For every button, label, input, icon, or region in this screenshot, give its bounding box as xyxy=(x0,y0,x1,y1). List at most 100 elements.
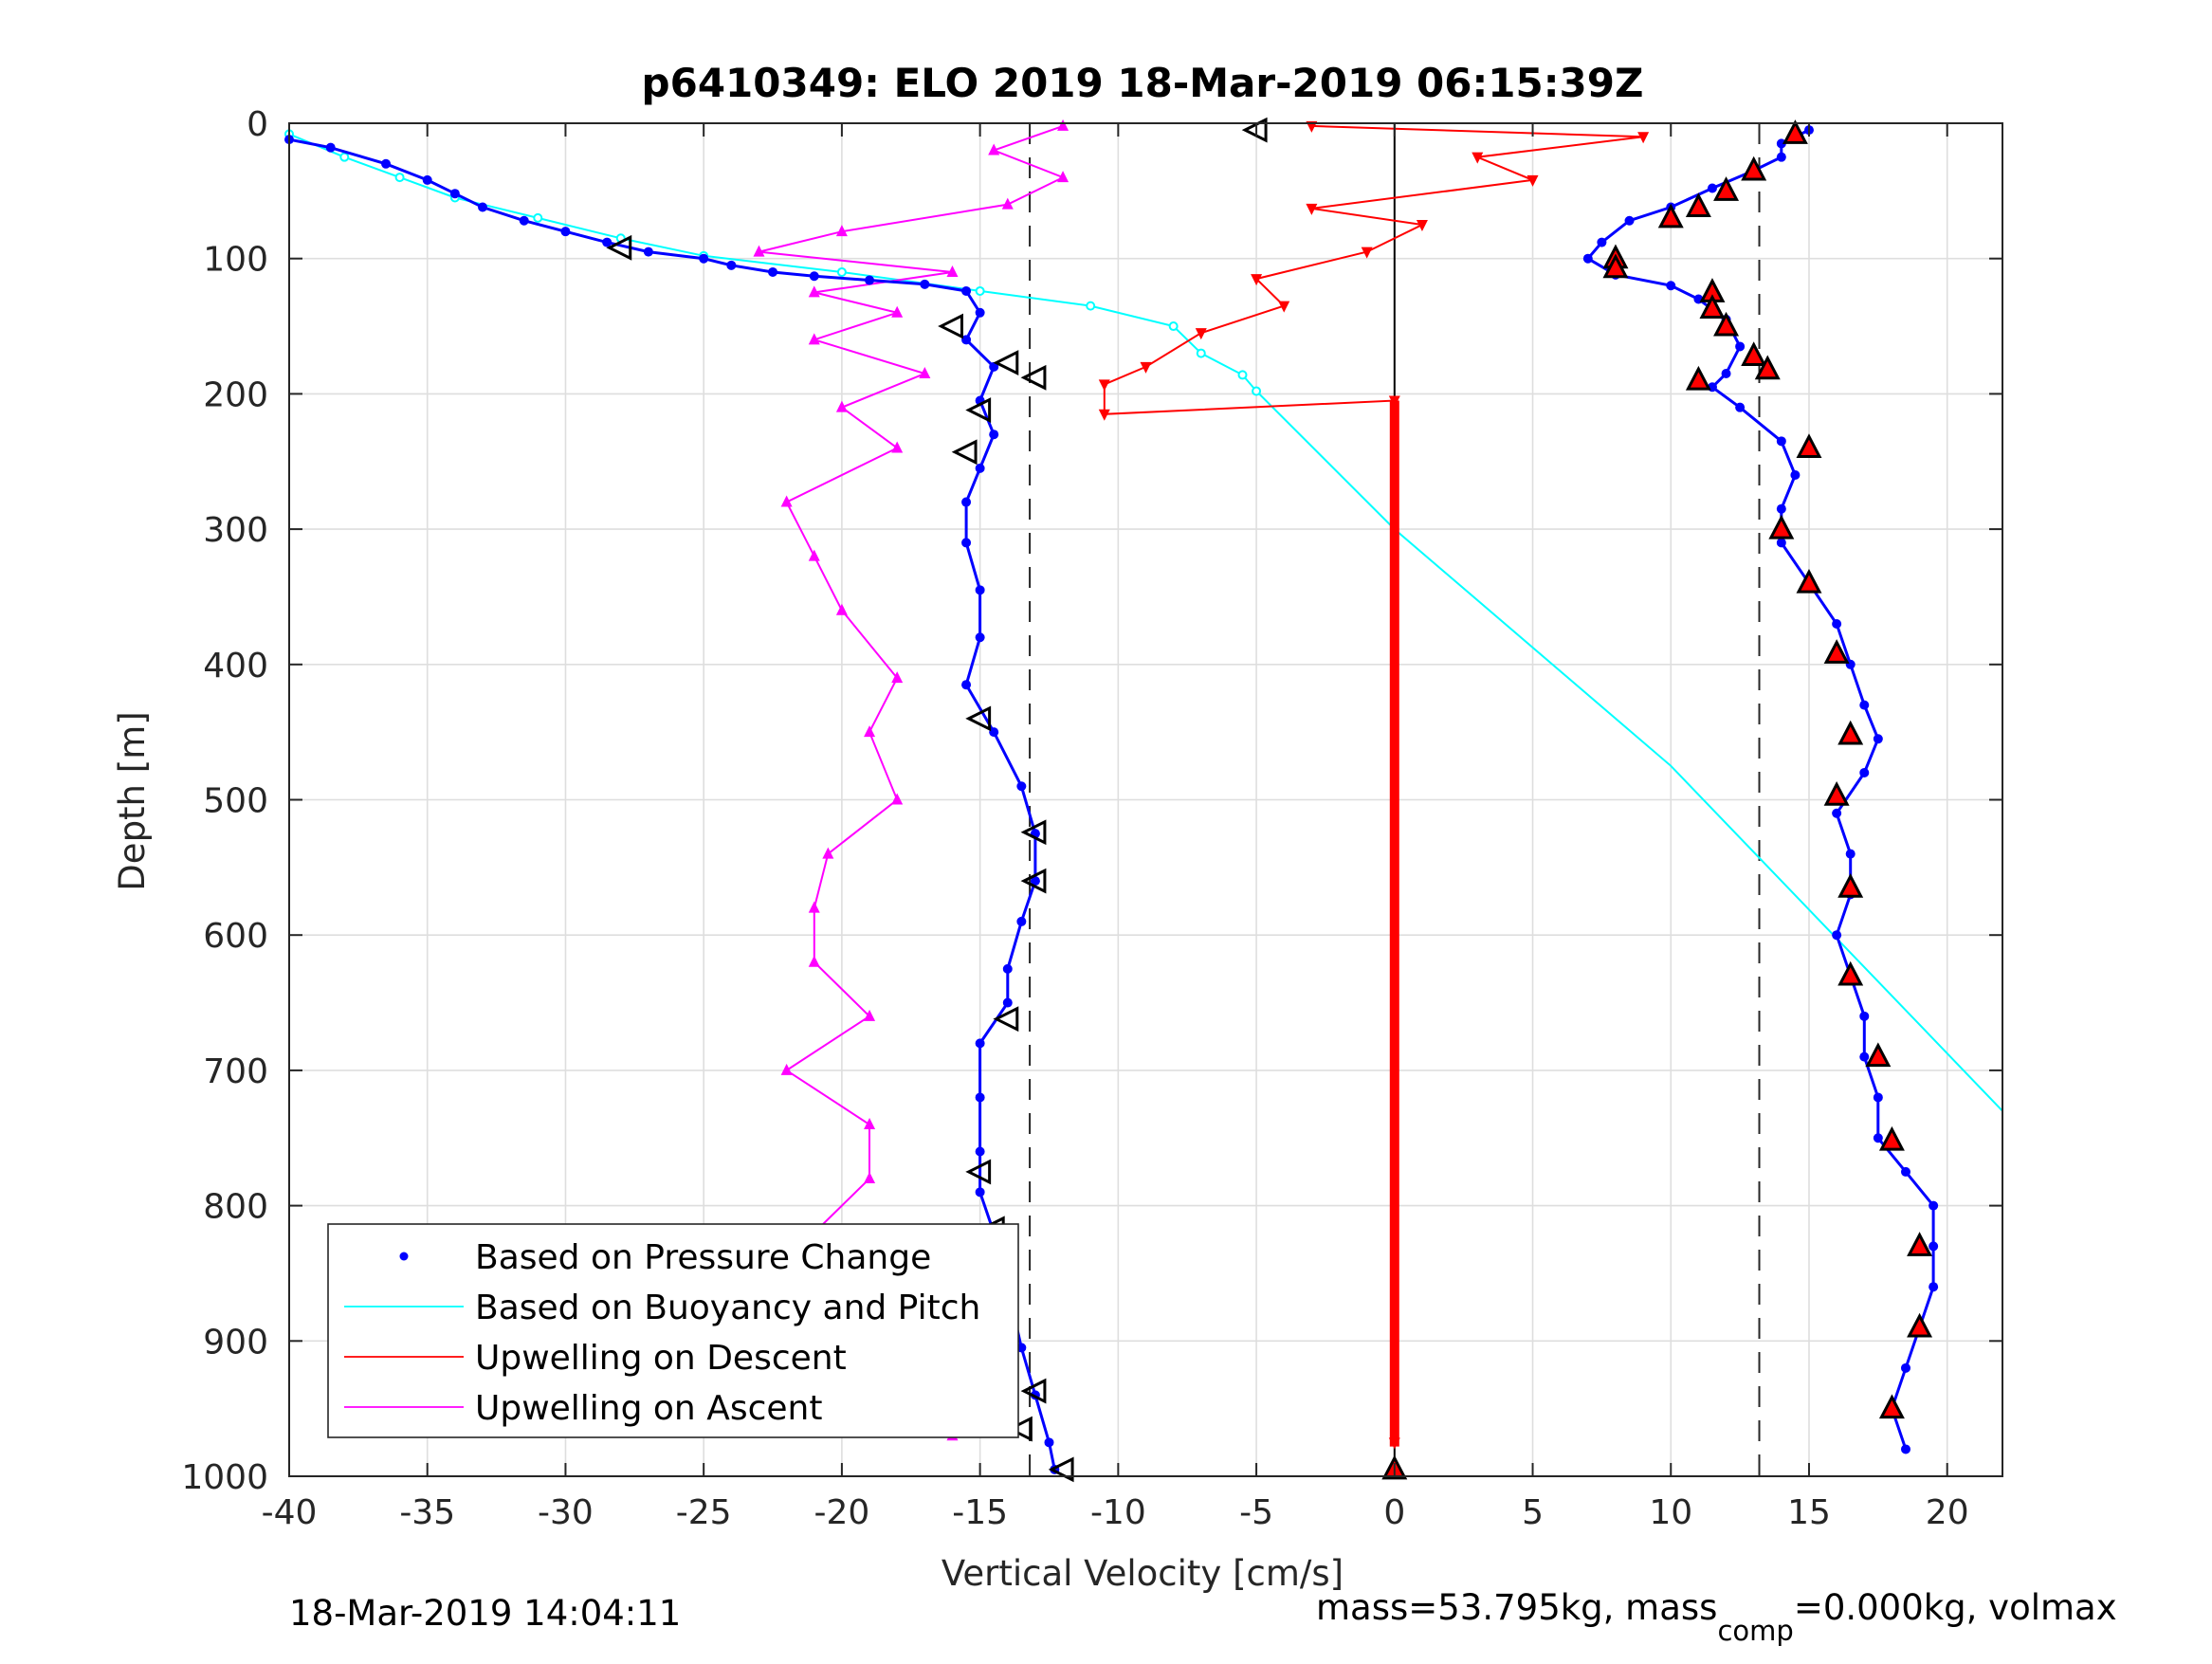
upwelling-ascent-marker xyxy=(780,495,793,507)
upwelling-ascent-marker xyxy=(808,285,820,298)
upwelling-descent-marker xyxy=(1361,247,1373,259)
ascent-triangle-marker xyxy=(1768,514,1795,539)
upwelling-descent-marker xyxy=(1306,203,1318,215)
pressure-ascent-point xyxy=(1582,253,1593,264)
pressure-descent-point xyxy=(422,174,432,185)
upwelling-ascent-marker xyxy=(864,1009,876,1021)
pressure-descent-point xyxy=(602,237,612,247)
pressure-descent-point xyxy=(809,271,819,282)
pressure-ascent-point xyxy=(1776,436,1786,447)
pressure-ascent-point xyxy=(1832,808,1842,818)
x-axis-ticks: -40 -35 -30 -25 -20 -15 -10 -5 0 5 10 15 20 xyxy=(262,123,1969,1532)
pressure-descent-point xyxy=(519,215,529,226)
y-tick-label: 400 xyxy=(203,647,268,686)
pressure-descent-point xyxy=(1044,1437,1054,1448)
x-tick-label: -15 xyxy=(952,1493,1008,1532)
pressure-ascent-point xyxy=(1597,237,1607,247)
pressure-ascent-point xyxy=(1929,1282,1939,1292)
pressure-descent-point xyxy=(961,538,972,548)
pressure-descent-point xyxy=(975,585,985,595)
descent-triangle-marker xyxy=(1020,868,1047,894)
pressure-ascent-point xyxy=(1873,1092,1883,1103)
pressure-ascent-point xyxy=(1776,503,1786,514)
descent-triangle-marker xyxy=(1020,1378,1047,1404)
pressure-descent-point xyxy=(961,497,972,507)
ascent-triangle-marker xyxy=(1878,1394,1905,1419)
x-axis-label: Vertical Velocity [cm/s] xyxy=(941,1553,1344,1594)
upwelling-descent-marker xyxy=(1098,379,1110,392)
upwelling-ascent-marker xyxy=(891,671,904,684)
pressure-ascent-point xyxy=(1735,402,1746,412)
legend-symbol-pressure xyxy=(399,1252,409,1261)
x-tick-label: -20 xyxy=(814,1493,869,1532)
pressure-ascent-point xyxy=(1929,1241,1939,1252)
upwelling-descent-marker xyxy=(1098,409,1110,421)
upwelling-ascent-marker xyxy=(1057,119,1069,131)
pressure-descent-point xyxy=(325,142,336,153)
descent-triangle-marker xyxy=(993,350,1019,376)
pressure-ascent-point xyxy=(1873,734,1883,744)
x-tick-label: 15 xyxy=(1787,1493,1831,1532)
upwelling-ascent-marker xyxy=(891,793,904,805)
ascent-triangle-marker xyxy=(1878,1125,1905,1151)
upwelling-descent-marker xyxy=(1637,132,1650,144)
pressure-descent-point xyxy=(1016,781,1027,792)
upwelling-descent-marker xyxy=(1251,274,1263,286)
pressure-ascent-point xyxy=(1832,930,1842,941)
pressure-ascent-point xyxy=(1859,767,1870,777)
descent-triangle-marker xyxy=(1006,1416,1033,1442)
buoyancy-pitch-point xyxy=(533,212,543,223)
pressure-ascent-point xyxy=(1735,341,1746,352)
ascent-triangle-marker xyxy=(1741,155,1767,181)
grid xyxy=(288,122,2002,1477)
y-tick-label: 600 xyxy=(203,917,268,956)
upwelling-ascent-marker xyxy=(835,400,848,412)
buoyancy-pitch-point xyxy=(1196,348,1206,358)
descent-triangle-marker xyxy=(965,397,992,423)
x-tick-label: 20 xyxy=(1926,1493,1969,1532)
legend-label-pressure: Based on Pressure Change xyxy=(475,1238,931,1277)
ascent-triangle-marker xyxy=(1685,365,1711,391)
pressure-descent-point xyxy=(478,202,488,212)
footer-mass-sub: comp xyxy=(1717,1615,1793,1647)
pressure-ascent-point xyxy=(1859,1011,1870,1021)
footer-mass-b: =0.000kg, volmax xyxy=(1794,1587,2117,1628)
pressure-descent-point xyxy=(920,279,930,289)
x-tick-label: 5 xyxy=(1522,1493,1544,1532)
upwelling-ascent-marker xyxy=(864,1172,876,1184)
y-tick-label: 100 xyxy=(203,241,268,280)
pressure-descent-point xyxy=(989,727,999,738)
upwelling-ascent-marker xyxy=(1057,171,1069,183)
pressure-descent-point xyxy=(975,1146,985,1157)
pressure-ascent-point xyxy=(1845,849,1856,859)
legend-label-buoyancy: Based on Buoyancy and Pitch xyxy=(475,1289,980,1327)
pressure-ascent-point xyxy=(1900,1166,1910,1177)
series-layer xyxy=(284,117,2003,1483)
x-tick-label: -30 xyxy=(538,1493,594,1532)
pressure-descent-point xyxy=(961,680,972,690)
ascent-triangle-marker xyxy=(1699,294,1726,319)
pressure-ascent-point xyxy=(1721,368,1731,378)
y-tick-label: 800 xyxy=(203,1188,268,1227)
upwelling-ascent-marker xyxy=(988,143,1000,155)
descent-triangle-marker xyxy=(965,705,992,732)
pressure-ascent-point xyxy=(1776,138,1786,149)
legend-box xyxy=(327,1223,1019,1438)
buoyancy-pitch-point xyxy=(394,173,405,183)
descent-triangle-marker xyxy=(951,439,978,466)
pressure-ascent-point xyxy=(1790,470,1801,481)
buoyancy-pitch-point xyxy=(1086,301,1096,311)
ascent-triangle-marker xyxy=(1907,1312,1933,1338)
pressure-ascent-point xyxy=(1832,618,1842,629)
pressure-descent-point xyxy=(1016,916,1027,926)
footer-mass-a: mass=53.795kg, mass xyxy=(1316,1587,1717,1628)
pressure-descent-point xyxy=(975,1038,985,1049)
y-tick-label: 1000 xyxy=(181,1458,268,1497)
descent-triangle-marker xyxy=(606,234,632,261)
pressure-descent-point xyxy=(560,227,571,237)
pressure-descent-point xyxy=(975,1092,985,1103)
ascent-triangle-marker xyxy=(1837,720,1864,745)
buoyancy-pitch-point xyxy=(975,285,985,296)
ascent-triangle-marker xyxy=(1865,1042,1892,1068)
